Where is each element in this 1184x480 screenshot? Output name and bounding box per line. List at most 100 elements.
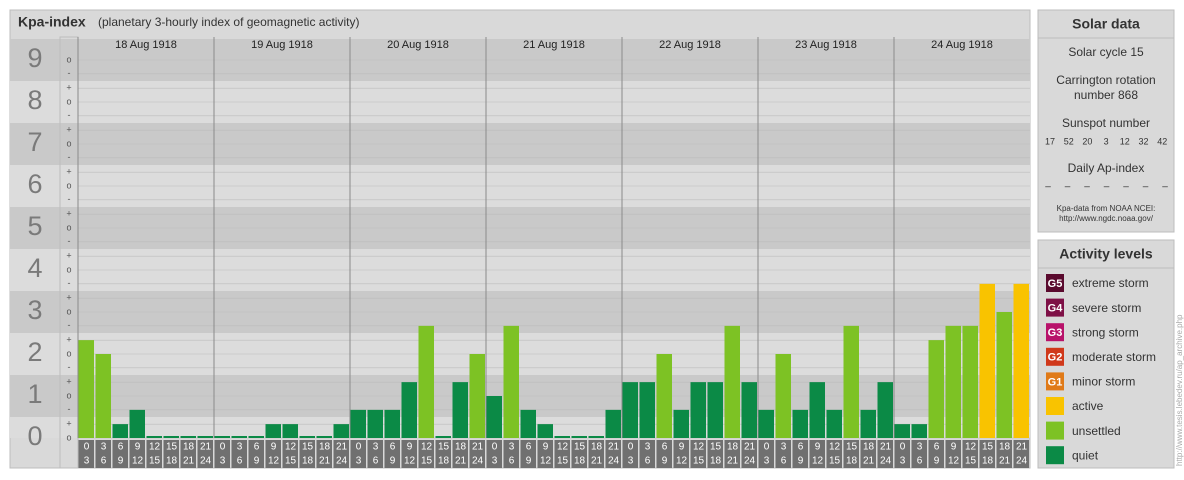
hour-box: [996, 440, 1012, 468]
sunspot-title: Sunspot number: [1062, 116, 1150, 130]
minor-tick-label: o: [66, 432, 71, 442]
hour-label: 18: [455, 442, 467, 453]
carrington: Carrington rotation: [1056, 73, 1155, 87]
hour-label: 0: [900, 442, 906, 453]
hour-box: [112, 440, 128, 468]
hour-label: 15: [965, 456, 977, 467]
bar: [673, 409, 689, 438]
hour-box: [214, 440, 230, 468]
hour-box: [503, 440, 519, 468]
bar: [622, 382, 638, 438]
hour-label: 9: [135, 442, 141, 453]
minor-tick-label: o: [66, 180, 71, 190]
hour-label: 6: [373, 456, 379, 467]
sunspot-value: 3: [1104, 136, 1109, 146]
y-tick-label: 1: [27, 379, 42, 409]
hour-label: 12: [421, 442, 433, 453]
bar: [401, 382, 417, 438]
level-badge: G4: [1048, 303, 1064, 315]
hour-label: 21: [863, 456, 875, 467]
solar-title: Solar data: [1072, 16, 1140, 32]
hour-label: 12: [268, 456, 280, 467]
bar: [95, 354, 111, 438]
y-tick-label: 5: [27, 211, 42, 241]
hour-label: 18: [999, 442, 1011, 453]
hour-label: 15: [421, 456, 433, 467]
hour-label: 9: [118, 456, 124, 467]
bar: [384, 409, 400, 438]
hour-label: 3: [900, 456, 906, 467]
bar: [452, 382, 468, 438]
minor-tick-label: -: [68, 320, 71, 330]
hour-box: [605, 440, 621, 468]
ap-value: –: [1045, 182, 1051, 193]
sunspot-value: 32: [1138, 136, 1148, 146]
y-tick-label: 7: [27, 127, 42, 157]
bar: [350, 409, 366, 438]
hour-label: 12: [540, 456, 552, 467]
bar: [1013, 283, 1029, 438]
ap-value: –: [1143, 182, 1149, 193]
hour-box: [333, 440, 349, 468]
hour-label: 24: [472, 456, 484, 467]
hour-label: 3: [356, 456, 362, 467]
level-name: unsettled: [1072, 424, 1121, 438]
y-tick-label: 2: [27, 337, 42, 367]
minor-tick-label: o: [66, 222, 71, 232]
bar: [112, 424, 128, 438]
hour-label: 0: [492, 442, 498, 453]
hour-label: 24: [608, 456, 620, 467]
hour-label: 6: [645, 456, 651, 467]
level-name: strong storm: [1072, 325, 1139, 339]
day-label: 19 Aug 1918: [251, 39, 313, 51]
hour-label: 0: [356, 442, 362, 453]
hour-label: 12: [404, 456, 416, 467]
minor-tick-label: +: [66, 125, 71, 135]
level-badge: G1: [1048, 376, 1063, 388]
bar: [163, 436, 179, 438]
source: Kpa-data from NOAA NCEI:: [1057, 204, 1156, 213]
level-swatch: [1046, 397, 1064, 415]
bar: [503, 325, 519, 438]
bar: [282, 424, 298, 438]
sunspot-value: 12: [1120, 136, 1130, 146]
bar: [316, 436, 332, 438]
hour-box: [775, 440, 791, 468]
hour-label: 18: [727, 442, 739, 453]
hour-label: 6: [390, 442, 396, 453]
hour-box: [639, 440, 655, 468]
hour-label: 21: [608, 442, 620, 453]
minor-tick-label: -: [68, 404, 71, 414]
bar: [826, 409, 842, 438]
hour-label: 9: [951, 442, 957, 453]
hour-label: 9: [662, 456, 668, 467]
minor-tick-label: o: [66, 96, 71, 106]
hour-label: 12: [965, 442, 977, 453]
level-swatch: [1046, 298, 1064, 317]
bar: [367, 409, 383, 438]
bar: [860, 409, 876, 438]
hour-box: [843, 440, 859, 468]
bar: [588, 436, 604, 438]
hour-label: 12: [557, 442, 569, 453]
hour-box: [894, 440, 910, 468]
hour-box: [401, 440, 417, 468]
minor-tick-label: +: [66, 83, 71, 93]
hour-label: 18: [591, 442, 603, 453]
level-name: active: [1072, 399, 1104, 413]
y-tick-label: 4: [27, 253, 42, 283]
hour-label: 24: [880, 456, 892, 467]
minor-tick-label: o: [66, 138, 71, 148]
band: [10, 417, 1030, 438]
hour-box: [180, 440, 196, 468]
bar: [656, 354, 672, 438]
hour-label: 3: [84, 456, 90, 467]
bar: [248, 436, 264, 438]
hour-label: 24: [200, 456, 212, 467]
minor-tick-label: -: [68, 194, 71, 204]
level-name: severe storm: [1072, 301, 1141, 315]
hour-label: 15: [557, 456, 569, 467]
hour-label: 18: [982, 456, 994, 467]
hour-label: 3: [764, 456, 770, 467]
chart-title: Kpa-index: [18, 14, 86, 30]
